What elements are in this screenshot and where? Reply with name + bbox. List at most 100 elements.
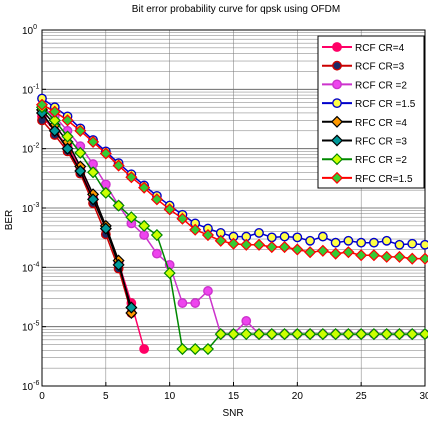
data-point xyxy=(61,130,74,143)
data-point xyxy=(278,328,291,341)
legend-entry: RCF CR =1.5 xyxy=(322,98,416,110)
data-point xyxy=(380,250,393,263)
data-point xyxy=(112,159,125,172)
data-point xyxy=(214,328,227,341)
series-7 xyxy=(35,101,428,356)
axes: 0 5 10 15 20 25 30 100 10-1 10-2 10-3 10-4 10-5 10-6 xyxy=(22,24,428,402)
legend-label: RFC CR =2 xyxy=(355,155,407,166)
data-point xyxy=(150,229,163,242)
data-point xyxy=(316,328,329,341)
data-point xyxy=(48,105,61,118)
x-tick-label: 0 xyxy=(39,391,45,402)
legend: RCF CR=4 RCF CR=3 RCF CR =2 RCF CR =1.5 RFC … xyxy=(317,35,425,189)
data-point xyxy=(240,238,253,251)
data-point xyxy=(342,328,355,341)
data-point xyxy=(332,79,342,90)
data-point xyxy=(252,328,266,341)
data-point xyxy=(305,235,315,246)
data-point xyxy=(139,230,150,240)
data-point xyxy=(367,328,380,341)
data-point xyxy=(99,222,112,235)
data-point xyxy=(356,237,367,248)
data-point xyxy=(381,235,392,246)
data-point xyxy=(125,211,138,224)
data-point xyxy=(151,248,162,259)
data-point xyxy=(176,342,189,356)
series-6 xyxy=(35,106,138,314)
x-axis-label: SNR xyxy=(222,408,243,419)
data-point xyxy=(112,199,125,212)
x-tick-label: 10 xyxy=(164,391,176,402)
data-point xyxy=(406,328,419,341)
data-point xyxy=(125,301,138,314)
data-point xyxy=(278,240,291,254)
data-point xyxy=(418,328,428,341)
data-point xyxy=(418,252,428,265)
y-tick-label: 10-1 xyxy=(22,83,39,96)
legend-label: RFC CR =3 xyxy=(355,137,407,148)
data-point xyxy=(87,135,100,148)
data-point xyxy=(138,219,151,232)
data-point xyxy=(99,147,112,160)
data-point xyxy=(330,237,341,248)
x-tick-label: 15 xyxy=(228,391,240,402)
data-point xyxy=(292,232,303,243)
series-group xyxy=(35,93,428,356)
data-point xyxy=(380,328,393,341)
data-point xyxy=(332,98,342,109)
legend-entry: RCF CR=4 xyxy=(322,42,405,54)
data-point xyxy=(48,114,61,127)
data-point xyxy=(189,223,202,236)
data-point xyxy=(138,181,151,194)
data-point xyxy=(406,252,419,265)
legend-entry: RFC CR =4 xyxy=(322,115,407,129)
legend-entry: RFC CR=1.5 xyxy=(322,171,413,185)
data-point xyxy=(87,166,100,179)
data-point xyxy=(35,98,49,111)
data-point xyxy=(254,228,264,238)
data-point xyxy=(279,231,290,242)
x-tick-label: 5 xyxy=(103,391,109,402)
data-point xyxy=(329,328,342,341)
data-point xyxy=(369,237,379,248)
data-point xyxy=(112,258,125,271)
data-point xyxy=(291,243,304,256)
series-8 xyxy=(35,98,428,265)
legend-label: RCF CR =2 xyxy=(355,80,407,91)
data-point xyxy=(330,171,344,184)
data-point xyxy=(139,344,150,354)
data-point xyxy=(227,328,240,341)
data-point xyxy=(332,60,342,71)
legend-entry: RFC CR =3 xyxy=(322,134,407,148)
data-point xyxy=(163,267,176,280)
data-point xyxy=(420,239,428,250)
legend-label: RFC CR=1.5 xyxy=(355,174,413,185)
data-point xyxy=(87,193,100,206)
legend-entry: RFC CR =2 xyxy=(322,153,407,166)
data-point xyxy=(176,212,189,225)
data-point xyxy=(393,328,406,341)
y-tick-label: 10-6 xyxy=(22,380,39,393)
data-point xyxy=(189,342,202,356)
legend-label: RCF CR =1.5 xyxy=(355,99,416,110)
data-point xyxy=(125,171,138,184)
data-point xyxy=(177,298,188,308)
data-point xyxy=(201,229,215,242)
data-point xyxy=(355,328,368,341)
data-point xyxy=(74,164,87,178)
x-tick-label: 25 xyxy=(356,391,368,402)
data-point xyxy=(61,142,74,155)
legend-label: RFC CR =4 xyxy=(355,118,407,129)
data-point xyxy=(317,231,328,242)
y-tick-label: 100 xyxy=(22,24,37,37)
x-tick-label: 20 xyxy=(292,391,304,402)
data-point xyxy=(266,232,277,243)
data-point xyxy=(227,237,240,250)
data-point xyxy=(330,153,344,166)
data-point xyxy=(265,240,278,254)
data-point xyxy=(252,238,266,251)
data-point xyxy=(163,203,176,216)
y-tick-label: 10-5 xyxy=(22,321,39,334)
legend-entry: RCF CR =2 xyxy=(322,79,407,91)
